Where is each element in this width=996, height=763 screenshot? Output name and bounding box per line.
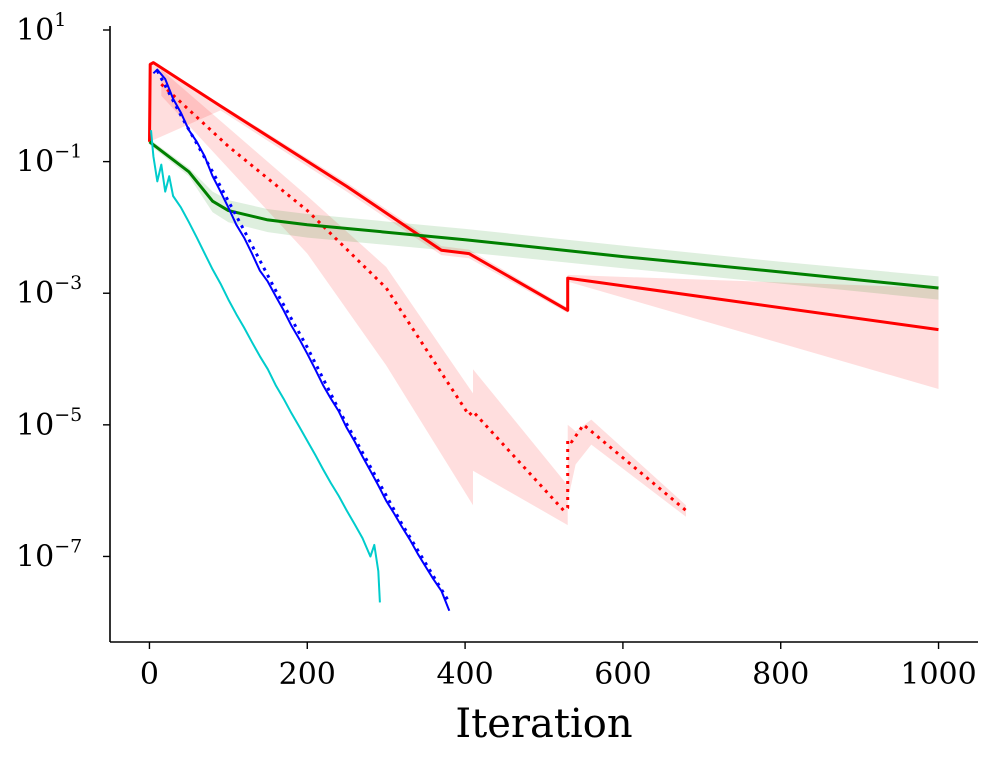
axes bbox=[109, 26, 978, 643]
y-tick-label: 10−7 bbox=[16, 535, 82, 574]
y-tick-label: 10−3 bbox=[16, 272, 82, 311]
x-ticks: 0 200 400 600 800 1000 bbox=[140, 642, 977, 692]
series-2-line bbox=[148, 140, 939, 290]
x-tick-label: 400 bbox=[436, 657, 493, 692]
series-1-band bbox=[161, 69, 687, 526]
y-ticks: 101 10−1 10−3 10−5 10−7 bbox=[16, 9, 110, 574]
series-0-line bbox=[148, 61, 939, 332]
x-tick-label: 1000 bbox=[900, 657, 976, 692]
series-lines bbox=[148, 61, 939, 612]
series-1-line bbox=[160, 83, 687, 512]
y-tick-label: 10−1 bbox=[16, 141, 82, 180]
confidence-bands bbox=[149, 61, 939, 526]
x-tick-label: 600 bbox=[594, 657, 651, 692]
series-5-line bbox=[150, 130, 381, 603]
y-tick-label: 10−5 bbox=[16, 404, 82, 443]
series-3-line bbox=[152, 68, 451, 612]
series-2-band bbox=[149, 139, 939, 300]
x-tick-label: 800 bbox=[752, 657, 809, 692]
x-tick-label: 0 bbox=[140, 657, 159, 692]
x-tick-label: 200 bbox=[279, 657, 336, 692]
y-tick-label: 101 bbox=[16, 9, 66, 48]
series-4-line bbox=[155, 70, 451, 604]
series-0-band bbox=[149, 61, 939, 389]
x-axis-label: Iteration bbox=[455, 701, 632, 747]
